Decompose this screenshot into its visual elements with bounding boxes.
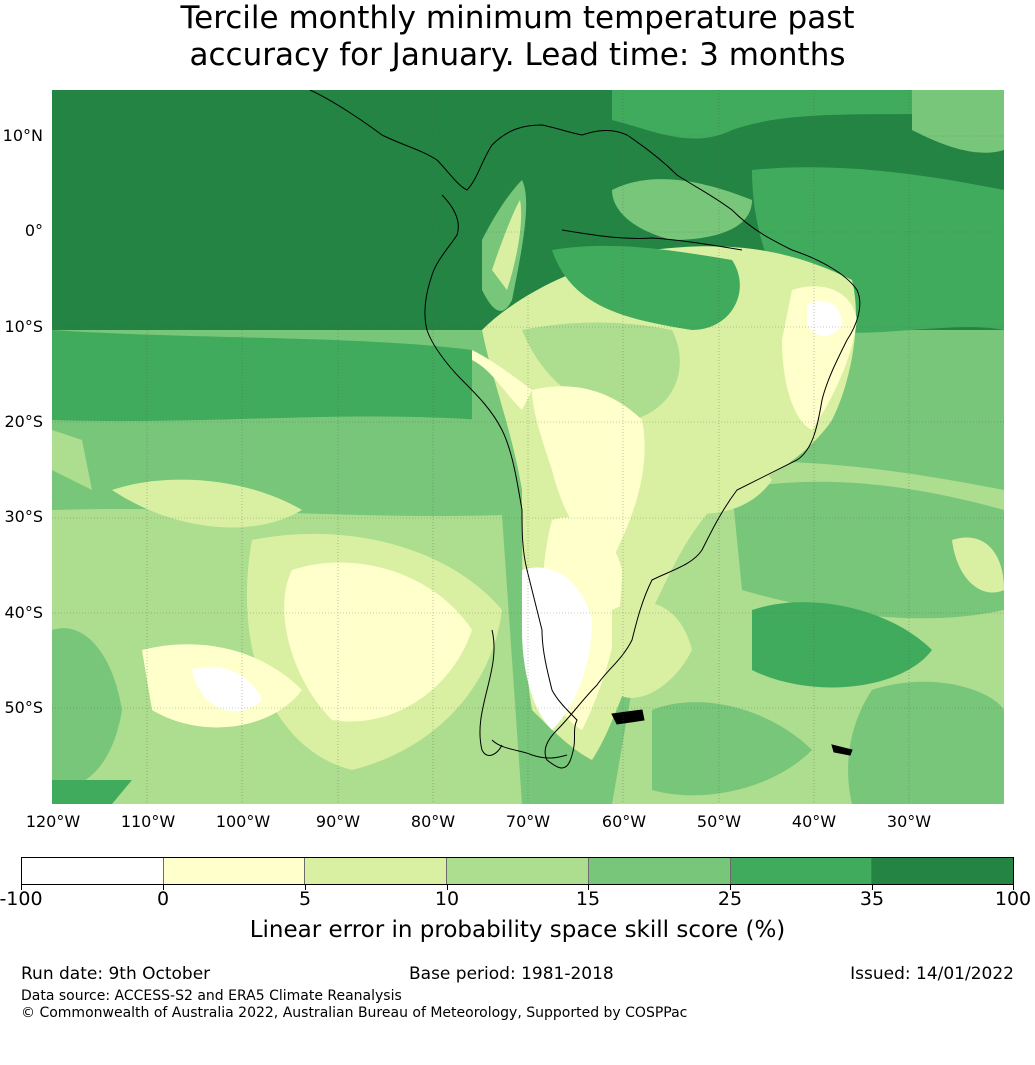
lat-label-40s: 40°S bbox=[4, 603, 43, 622]
colorbar-segment-4 bbox=[447, 858, 589, 884]
title-line-1: Tercile monthly minimum temperature past bbox=[180, 0, 855, 36]
lat-label-20s: 20°S bbox=[4, 412, 43, 431]
colorbar-segment-1 bbox=[22, 858, 164, 884]
lat-label-50s: 50°S bbox=[4, 698, 43, 717]
run-date: Run date: 9th October bbox=[21, 964, 211, 984]
lon-label-120w: 120°W bbox=[25, 812, 81, 831]
skill-score-map bbox=[52, 90, 1004, 804]
colorbar-tick-label: 0 bbox=[156, 888, 170, 910]
colorbar-tick-label: 15 bbox=[575, 888, 601, 910]
lon-label-40w: 40°W bbox=[791, 812, 837, 831]
lon-label-50w: 50°W bbox=[696, 812, 742, 831]
colorbar-tick-label: 35 bbox=[859, 888, 885, 910]
colorbar-tick-label: 10 bbox=[434, 888, 460, 910]
gridlines bbox=[52, 90, 1004, 804]
colorbar-tick-label: 5 bbox=[298, 888, 312, 910]
field-patagonia-white bbox=[522, 567, 592, 730]
colorbar-segment-2 bbox=[163, 858, 306, 884]
copyright: © Commonwealth of Australia 2022, Austra… bbox=[21, 1005, 688, 1021]
lon-label-70w: 70°W bbox=[505, 812, 551, 831]
map-canvas bbox=[52, 90, 1004, 804]
issued-date: Issued: 14/01/2022 bbox=[850, 964, 1014, 984]
colorbar-segment-3 bbox=[305, 858, 448, 884]
lon-label-80w: 80°W bbox=[410, 812, 456, 831]
colorbar-segment-5 bbox=[588, 858, 731, 884]
chart-title: Tercile monthly minimum temperature past… bbox=[0, 0, 1035, 74]
lat-label-10s: 10°S bbox=[4, 317, 43, 336]
south-georgia bbox=[831, 744, 853, 756]
colorbar-segment-7 bbox=[872, 858, 1014, 884]
colorbar-segment-6 bbox=[730, 858, 873, 884]
data-source: Data source: ACCESS-S2 and ERA5 Climate … bbox=[21, 988, 402, 1004]
lon-label-30w: 30°W bbox=[886, 812, 932, 831]
colorbar-tick-label: -100 bbox=[0, 888, 43, 910]
tierra-del-fuego bbox=[491, 739, 568, 759]
lon-label-100w: 100°W bbox=[215, 812, 271, 831]
coastline bbox=[309, 90, 861, 769]
lat-label-30s: 30°S bbox=[4, 507, 43, 526]
base-period: Base period: 1981-2018 bbox=[409, 964, 614, 984]
colorbar-tick-label: 100 bbox=[994, 888, 1032, 910]
field-band-10s bbox=[52, 330, 472, 422]
colorbar-label: Linear error in probability space skill … bbox=[249, 917, 786, 943]
field-andes-light bbox=[532, 386, 645, 560]
title-line-2: accuracy for January. Lead time: 3 month… bbox=[189, 37, 846, 73]
river-amazon bbox=[561, 229, 743, 251]
colorbar bbox=[21, 857, 1014, 885]
lon-label-90w: 90°W bbox=[315, 812, 361, 831]
lat-label-0: 0° bbox=[24, 221, 43, 240]
lon-label-60w: 60°W bbox=[601, 812, 647, 831]
lat-label-10n: 10°N bbox=[2, 126, 43, 145]
coastline-chile bbox=[479, 629, 503, 756]
colorbar-tick-label: 25 bbox=[717, 888, 743, 910]
lon-label-110w: 110°W bbox=[120, 812, 176, 831]
falkland-islands bbox=[611, 709, 645, 725]
